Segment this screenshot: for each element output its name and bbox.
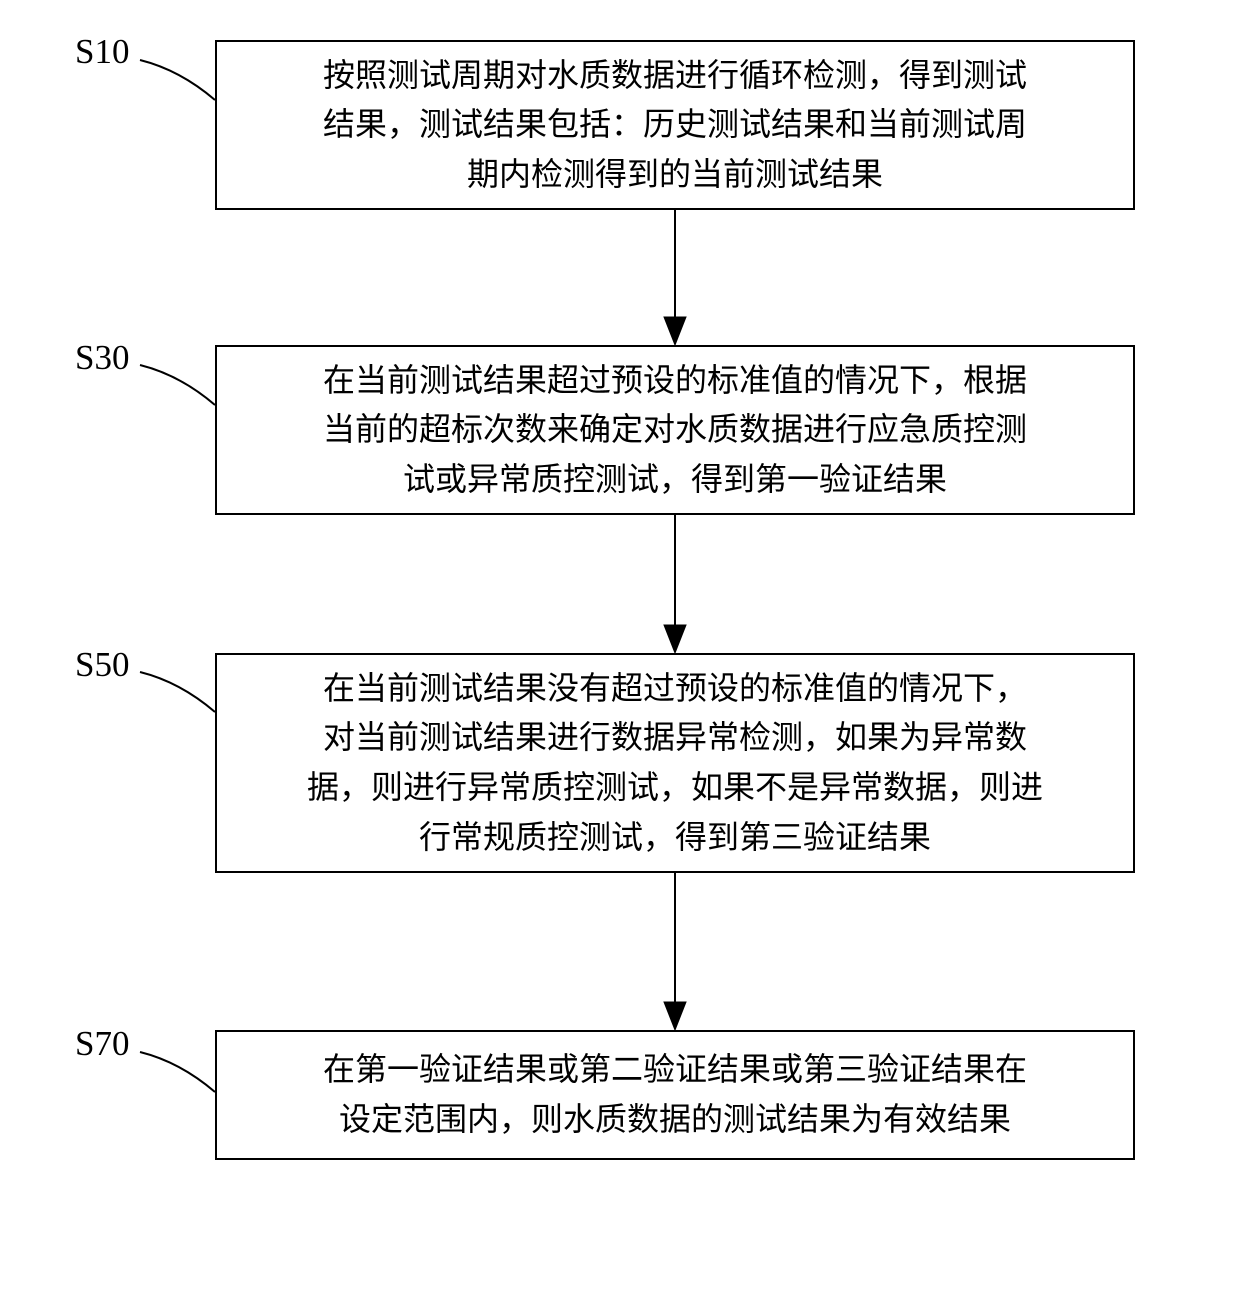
flowchart-canvas: S10 S30 S50 S70 按照测试周期对水质数据进行循环检测，得到测试 结… xyxy=(0,0,1240,1303)
flow-arrow-s50-s70 xyxy=(0,0,1240,1303)
